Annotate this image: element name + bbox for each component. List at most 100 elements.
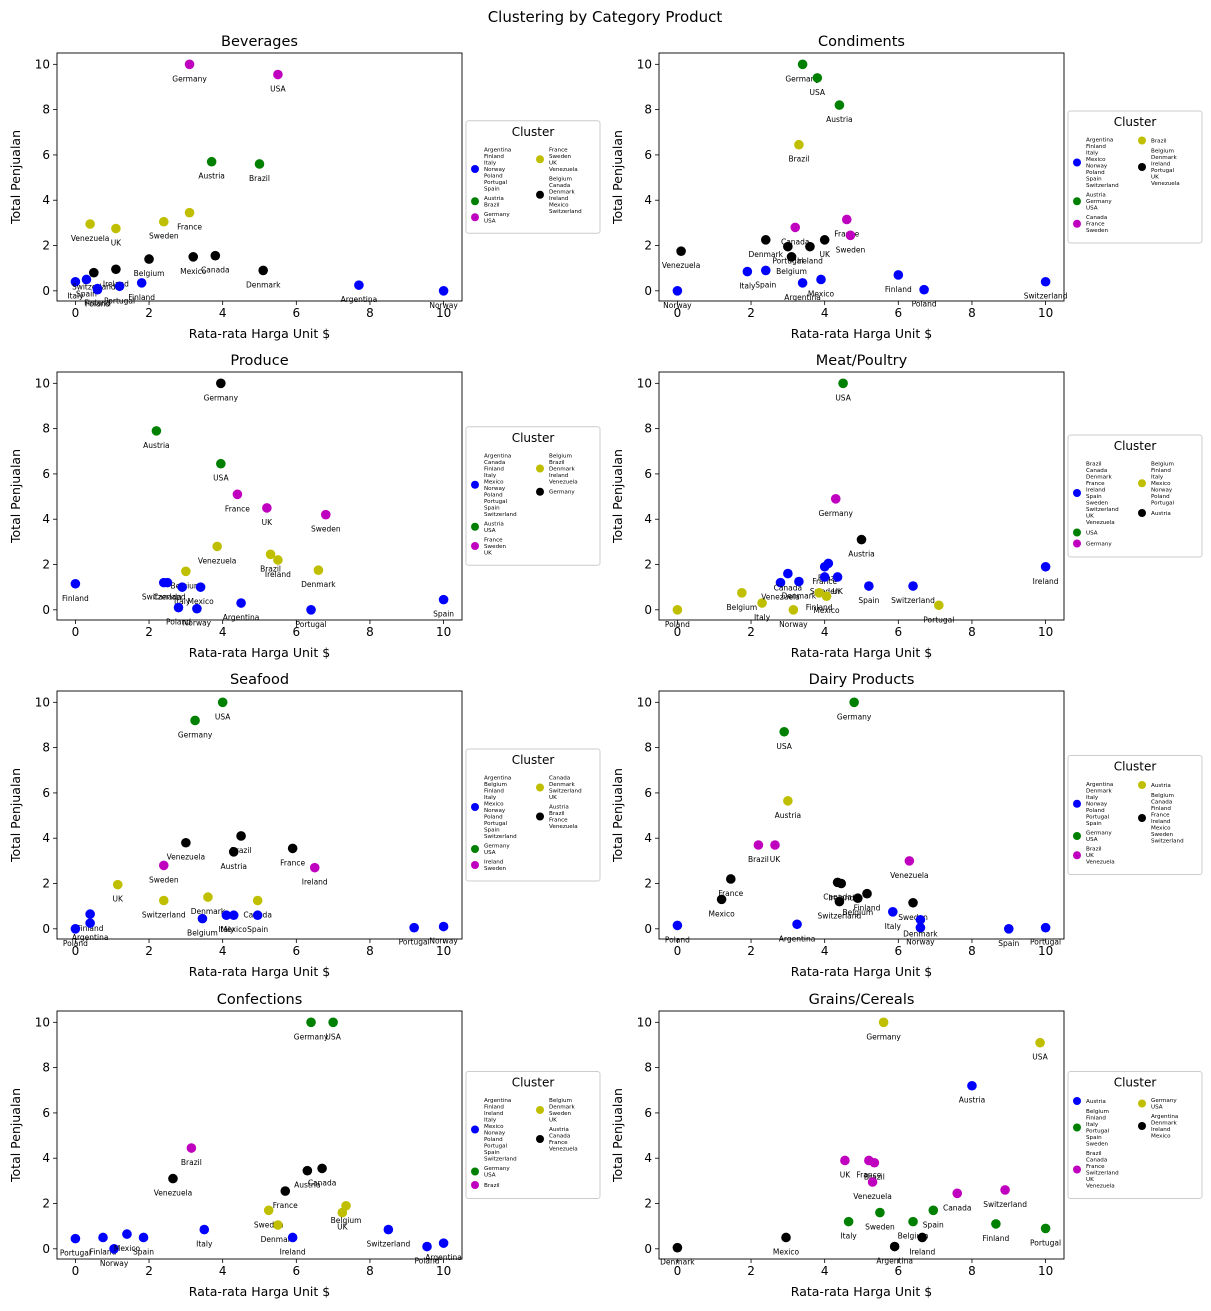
data-point-label: Sweden <box>810 587 840 596</box>
data-point-label: Switzerland <box>142 593 186 602</box>
data-point-belgium <box>197 913 208 924</box>
legend-entry: Ireland <box>484 860 504 866</box>
data-point-label: Finland <box>90 1247 117 1256</box>
data-point-label: Germany <box>866 1032 901 1041</box>
data-point-spain <box>138 1232 149 1243</box>
legend-marker <box>536 812 544 821</box>
data-point-canada <box>162 577 173 588</box>
y-tick-label: 0 <box>644 603 652 617</box>
legend-entry: Venezuela <box>549 1147 578 1153</box>
data-point-venezuela <box>904 856 915 866</box>
data-point-label: Portugal <box>1030 1238 1061 1247</box>
data-point-label: Italy <box>196 1240 213 1249</box>
legend-entry: Switzerland <box>484 512 517 518</box>
data-point-label: Switzerland <box>1024 292 1068 301</box>
data-point-norway <box>438 921 449 932</box>
legend-entry: Canada <box>549 183 570 189</box>
legend-frame <box>465 426 601 566</box>
data-point-venezuela <box>168 1173 178 1184</box>
data-point-sweden <box>875 1207 885 1218</box>
data-point-austria <box>228 847 239 857</box>
legend: Cluster ArgentinaFinlandItalyNorwayPoland… <box>465 120 601 234</box>
data-point-label: Denmark <box>782 591 817 600</box>
data-point-brazil <box>823 558 834 569</box>
data-point-sweden <box>908 897 918 908</box>
data-point-norway <box>915 922 926 933</box>
data-point-belgium <box>181 566 191 577</box>
data-point-label: Canada <box>153 593 182 602</box>
data-point-ireland <box>273 555 283 565</box>
data-point-label: Italy <box>67 292 84 301</box>
legend-entry: Belgium <box>549 176 572 182</box>
data-point-label: Norway <box>100 1259 129 1268</box>
legend-entry: Finland <box>1151 806 1171 812</box>
data-point-label: Poland <box>665 935 690 944</box>
data-point-italy <box>757 598 767 608</box>
legend-marker <box>536 1135 544 1143</box>
axes-frame <box>56 52 463 302</box>
legend-entry: Denmark <box>1086 789 1112 795</box>
data-point-usa <box>1035 1037 1045 1048</box>
data-point-spain <box>81 274 92 285</box>
data-point-label: Argentina <box>223 613 260 622</box>
data-point-label: Denmark <box>191 907 226 916</box>
data-point-mexico <box>188 252 199 262</box>
x-axis-label: Rata-rata Harga Unit $ <box>189 326 330 341</box>
y-axis-label: Total Penjualan <box>8 1088 23 1183</box>
legend-entry: Italy <box>484 1118 497 1124</box>
legend-entry: Spain <box>1086 1135 1102 1141</box>
legend-entry: UK <box>1086 514 1094 520</box>
legend-entry: Mexico <box>1151 826 1171 832</box>
axes-frame <box>56 371 463 621</box>
legend-entry: Argentina <box>484 776 511 782</box>
legend-entry: Austria <box>1086 193 1106 199</box>
data-point-canada <box>783 568 793 579</box>
data-point-label: Finland <box>982 1234 1009 1243</box>
y-tick-label: 4 <box>42 193 50 207</box>
legend-marker <box>471 1125 479 1134</box>
data-point-label: Finland <box>84 299 111 308</box>
data-point-label: Spain <box>247 925 268 934</box>
legend-entry: Poland <box>484 173 503 179</box>
data-point-label: Italy <box>754 613 771 622</box>
data-point-label: Sweden <box>254 1220 284 1229</box>
data-point-label: Belgium <box>726 603 757 612</box>
legend-entry: Finland <box>484 1105 504 1111</box>
data-point-canada <box>317 1163 327 1174</box>
legend-marker <box>1073 1097 1081 1105</box>
legend-entry: France <box>484 537 503 543</box>
legend-entry: Portugal <box>1086 815 1110 821</box>
data-point-label: Venezuela <box>167 853 206 862</box>
data-point-switzerland <box>383 1224 394 1235</box>
legend-entry: Spain <box>484 505 500 511</box>
data-point-poland <box>422 1241 432 1252</box>
y-axis-label: Total Penjualan <box>8 130 23 225</box>
data-point-brazil <box>236 831 246 841</box>
data-point-label: USA <box>215 712 231 721</box>
data-point-label: Ireland <box>1033 577 1059 586</box>
legend-entry: Denmark <box>549 466 575 472</box>
y-tick-label: 2 <box>42 558 50 572</box>
subplot-6: Dairy Products 0 2 4 6 8 10 0 2 4 6 8 10 Rata-rata Ha… <box>610 672 1203 979</box>
legend-entry: Brazil <box>549 811 565 817</box>
legend: Cluster ArgentinaCanadaFinlandItalyMexico… <box>465 426 601 566</box>
data-point-label: Venezuela <box>761 593 800 602</box>
data-point-label: Brazil <box>260 564 281 573</box>
data-point-label: France <box>856 1170 881 1179</box>
legend-entry: Sweden <box>1086 1142 1109 1148</box>
data-point-denmark <box>273 1220 283 1230</box>
y-tick-label: 2 <box>644 877 652 891</box>
data-point-label: Norway <box>429 301 458 310</box>
legend-entry: Belgium <box>1151 793 1174 799</box>
data-point-italy <box>742 266 753 277</box>
x-tick-label: 2 <box>145 944 153 958</box>
legend-entry: Spain <box>484 186 500 192</box>
legend-entry: France <box>549 818 568 824</box>
data-point-label: Norway <box>429 937 458 946</box>
x-tick-label: 4 <box>821 944 829 958</box>
legend-entry: Norway <box>1086 802 1108 808</box>
data-point-belgium <box>737 588 747 598</box>
data-point-label: Germany <box>785 74 820 83</box>
data-point-canada <box>952 1188 963 1199</box>
